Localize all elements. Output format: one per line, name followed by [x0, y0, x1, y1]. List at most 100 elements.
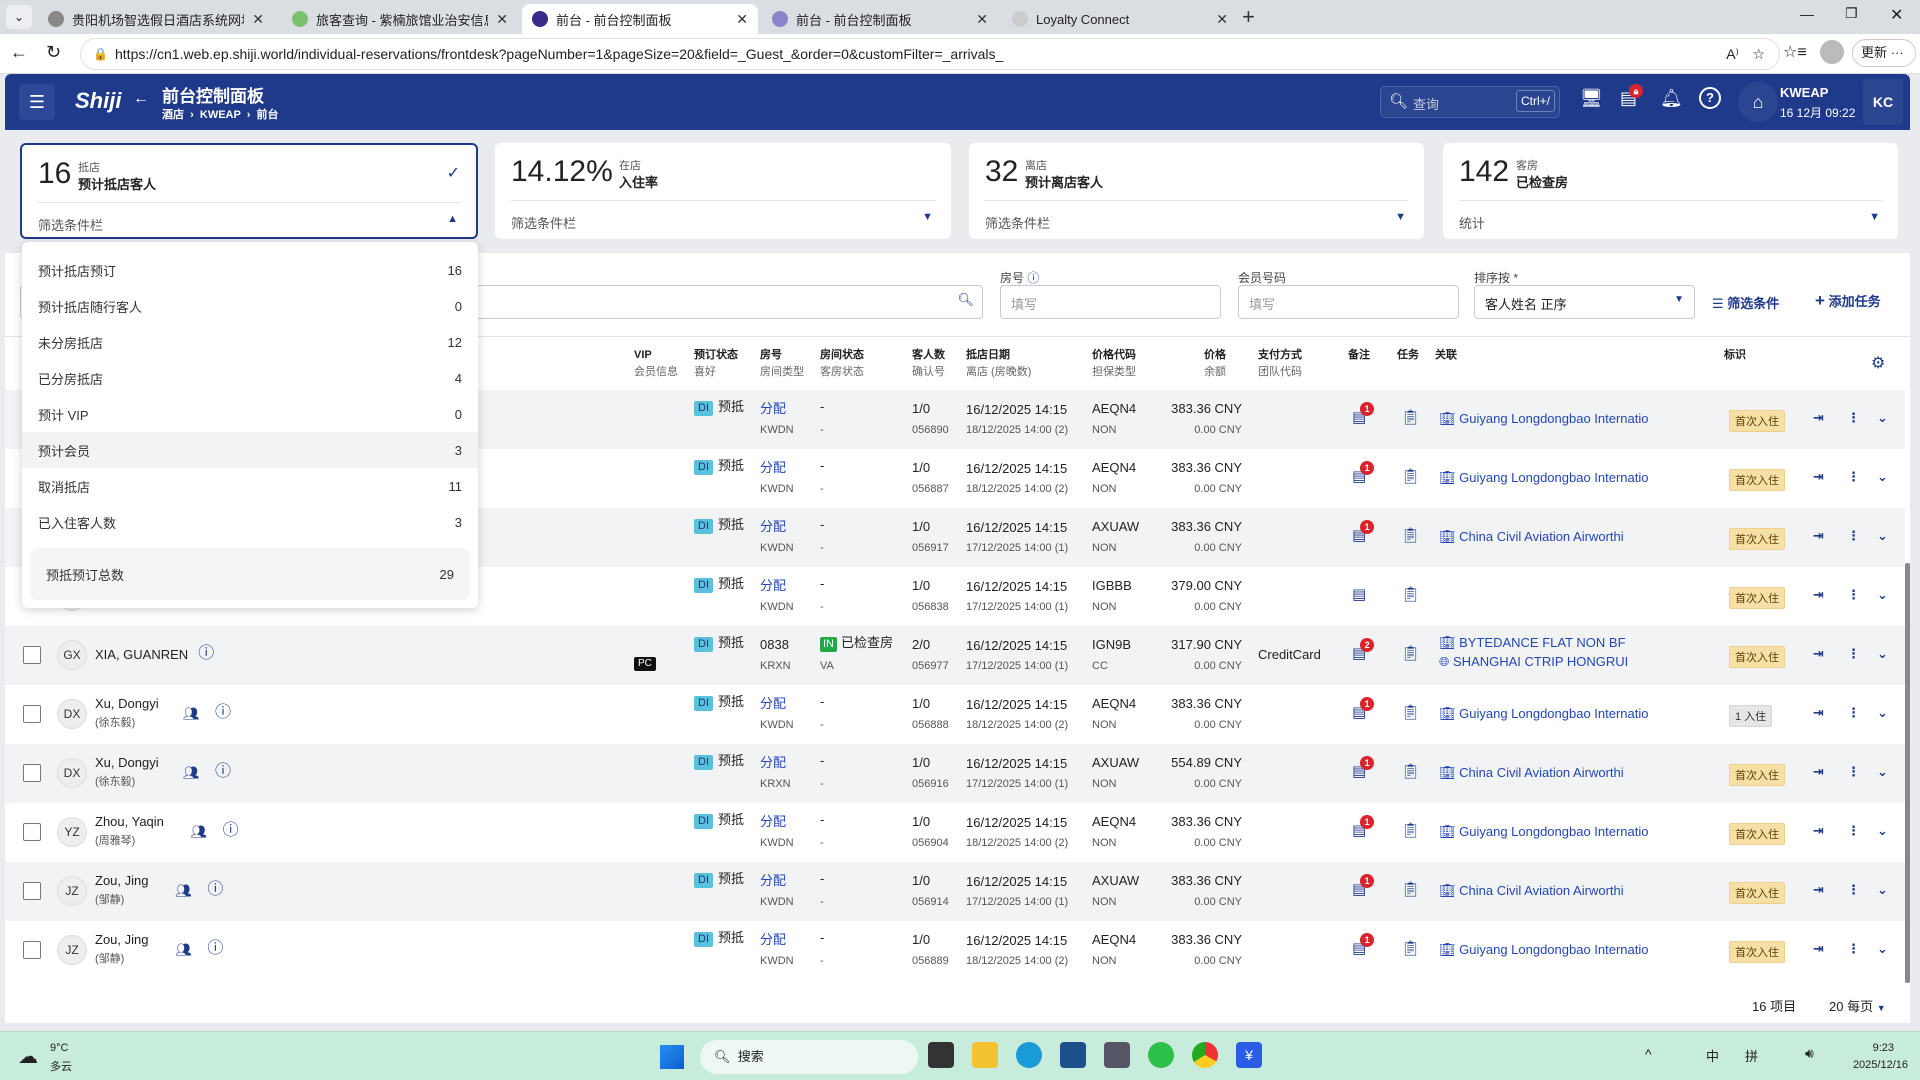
column-header[interactable]: 价格代码 担保类型 [1092, 347, 1136, 381]
linked-profile[interactable]: 🏢︎ China Civil Aviation Airworthi [1439, 528, 1624, 546]
tab-list-button[interactable]: ⌄ [6, 5, 32, 29]
ime-pinyin[interactable]: 拼 [1745, 1049, 1759, 1064]
card-filter-toggle[interactable]: 统计 [1459, 216, 1486, 231]
expand-chevron-icon[interactable]: ⌄ [1877, 469, 1888, 484]
group-guests-icon[interactable]: 👥︎ [183, 765, 200, 780]
column-header[interactable]: 客人数 确认号 [912, 347, 945, 381]
back-arrow-icon[interactable]: ← [133, 90, 149, 107]
guest-name[interactable]: Zou, Jing [95, 873, 149, 888]
member-input[interactable]: 填写 [1238, 285, 1459, 319]
scrollbar[interactable] [1905, 563, 1910, 983]
yuan-app-icon[interactable]: ¥ [1236, 1042, 1262, 1068]
store-icon[interactable] [1060, 1042, 1086, 1068]
column-header[interactable]: 价格 余额 [1204, 347, 1226, 381]
assign-room-link[interactable]: 分配 [760, 460, 787, 475]
notes-icon[interactable]: ▤ 1 [1352, 697, 1375, 722]
update-button[interactable]: 更新 ··· [1852, 39, 1916, 67]
task-clipboard-icon[interactable]: 📋︎ [1401, 881, 1421, 898]
linked-profile[interactable]: 🏢︎ Guiyang Longdongbao Internatio [1439, 410, 1649, 428]
expand-chevron-icon[interactable]: ⌄ [1877, 882, 1888, 897]
expand-chevron-icon[interactable]: ⌄ [1877, 587, 1888, 602]
stat-card[interactable]: 16 抵店 预计抵店客人 ✓ 筛选条件栏 ▲ [20, 143, 478, 239]
assign-room-link[interactable]: 分配 [760, 755, 787, 770]
chrome-icon[interactable] [1192, 1042, 1218, 1068]
add-task-button[interactable]: + 添加任务 [1815, 291, 1881, 310]
room-input[interactable]: 填写 [1000, 285, 1221, 319]
clock-time[interactable]: 9:23 [1872, 1042, 1894, 1054]
sort-select[interactable]: 客人姓名 正序 ▼ [1474, 285, 1695, 319]
user-avatar[interactable]: KC [1863, 79, 1903, 125]
assign-room-link[interactable]: 分配 [760, 401, 787, 416]
browser-tab[interactable]: 前台 - 前台控制面板 ✕ [522, 4, 758, 34]
close-tab-icon[interactable]: ✕ [1216, 10, 1228, 27]
more-options-icon[interactable]: ⋮ [1847, 941, 1860, 956]
check-in-icon[interactable]: ⇥ [1813, 469, 1824, 484]
guest-name[interactable]: XIA, GUANREN [95, 647, 189, 662]
row-checkbox[interactable] [23, 764, 41, 782]
assign-room-link[interactable]: 分配 [760, 519, 787, 534]
group-guests-icon[interactable]: 👥︎ [175, 942, 192, 957]
filter-option[interactable]: 预计抵店随行客人 0 [22, 288, 478, 324]
column-header[interactable]: 任务 [1397, 347, 1419, 364]
expand-chevron-icon[interactable]: ⌄ [1877, 646, 1888, 661]
volume-icon[interactable]: 🔊︎ [1805, 1045, 1814, 1061]
notes-icon[interactable]: ▤ [1352, 586, 1367, 603]
filter-option[interactable]: 取消抵店 11 [22, 468, 478, 504]
notes-icon[interactable]: ▤ 2 [1352, 638, 1375, 663]
more-options-icon[interactable]: ⋮ [1847, 587, 1860, 602]
check-in-icon[interactable]: ⇥ [1813, 941, 1824, 956]
profile-avatar[interactable] [1820, 40, 1844, 64]
notes-icon[interactable]: ▤ 1 [1352, 461, 1375, 486]
edge-browser-icon[interactable] [1016, 1042, 1042, 1068]
info-icon[interactable]: ⓘ [198, 645, 215, 662]
expand-chevron-icon[interactable]: ⌄ [1877, 764, 1888, 779]
guest-name[interactable]: Zhou, Yaqin [95, 814, 164, 829]
stat-card[interactable]: 14.12% 在店 入住率 筛选条件栏 ▼ [495, 143, 951, 239]
check-in-icon[interactable]: ⇥ [1813, 528, 1824, 543]
favorites-icon[interactable]: ☆≡ [1783, 44, 1807, 61]
linked-profile[interactable]: 🏢︎ China Civil Aviation Airworthi [1439, 882, 1624, 900]
filter-option[interactable]: 预计 VIP 0 [22, 396, 478, 432]
menu-icon[interactable]: ☰ [19, 84, 55, 120]
card-filter-toggle[interactable]: 筛选条件栏 [38, 218, 104, 233]
linked-profile[interactable]: 🏢︎ Guiyang Longdongbao Internatio [1439, 941, 1649, 959]
restore-button[interactable]: ❐ [1845, 5, 1858, 21]
assign-room-link[interactable]: 分配 [760, 932, 787, 947]
clock-date[interactable]: 2025/12/16 [1852, 1059, 1908, 1071]
more-options-icon[interactable]: ⋮ [1847, 705, 1860, 720]
browser-tab[interactable]: 贵阳机场智选假日酒店系统网址导 ✕ [38, 4, 274, 34]
group-guests-icon[interactable]: 👥︎ [183, 706, 200, 721]
filter-option[interactable]: 已分房抵店 4 [22, 360, 478, 396]
calculator-icon[interactable] [1104, 1042, 1130, 1068]
assign-room-link[interactable]: 分配 [760, 873, 787, 888]
browser-tab[interactable]: Loyalty Connect ✕ [1002, 4, 1238, 34]
filter-option[interactable]: 未分房抵店 12 [22, 324, 478, 360]
column-header[interactable]: 抵店日期 离店 (房晚数) [966, 347, 1031, 381]
task-clipboard-icon[interactable]: 📋︎ [1401, 586, 1421, 603]
guest-name[interactable]: Zou, Jing [95, 932, 149, 947]
filter-option[interactable]: 预计抵店预订 16 [22, 252, 478, 288]
info-icon[interactable]: ⓘ [207, 881, 224, 898]
ime-chinese[interactable]: 中 [1706, 1049, 1720, 1064]
guest-name[interactable]: Xu, Dongyi [95, 755, 159, 770]
caret-down-icon[interactable]: ▼ [1395, 211, 1406, 223]
column-settings-icon[interactable]: ⚙ [1871, 355, 1886, 372]
notes-icon[interactable]: ▤ 1 [1352, 874, 1375, 899]
card-filter-toggle[interactable]: 筛选条件栏 [985, 216, 1051, 231]
more-options-icon[interactable]: ⋮ [1847, 410, 1860, 425]
row-checkbox[interactable] [23, 882, 41, 900]
page-size-select[interactable]: 20 每页 ▼ [1829, 999, 1886, 1014]
check-in-icon[interactable]: ⇥ [1813, 646, 1824, 661]
tray-chevron-icon[interactable]: ^ [1645, 1046, 1652, 1062]
column-header[interactable]: 支付方式 团队代码 [1258, 347, 1302, 381]
task-clipboard-icon[interactable]: 📋︎ [1401, 468, 1421, 485]
table-row[interactable]: GX XIA, GUANREN ⓘ PC DI 预抵 0838 KRXN IN 已检查房 VA 2/0… [5, 626, 1905, 685]
more-options-icon[interactable]: ⋮ [1847, 882, 1860, 897]
read-aloud-icon[interactable]: A⁾ [1726, 46, 1739, 62]
minimize-button[interactable]: — [1800, 6, 1814, 22]
breadcrumb-property[interactable]: KWEAP [199, 109, 241, 121]
more-options-icon[interactable]: ⋮ [1847, 469, 1860, 484]
check-in-icon[interactable]: ⇥ [1813, 705, 1824, 720]
new-tab-button[interactable]: + [1242, 4, 1255, 29]
row-checkbox[interactable] [23, 646, 41, 664]
